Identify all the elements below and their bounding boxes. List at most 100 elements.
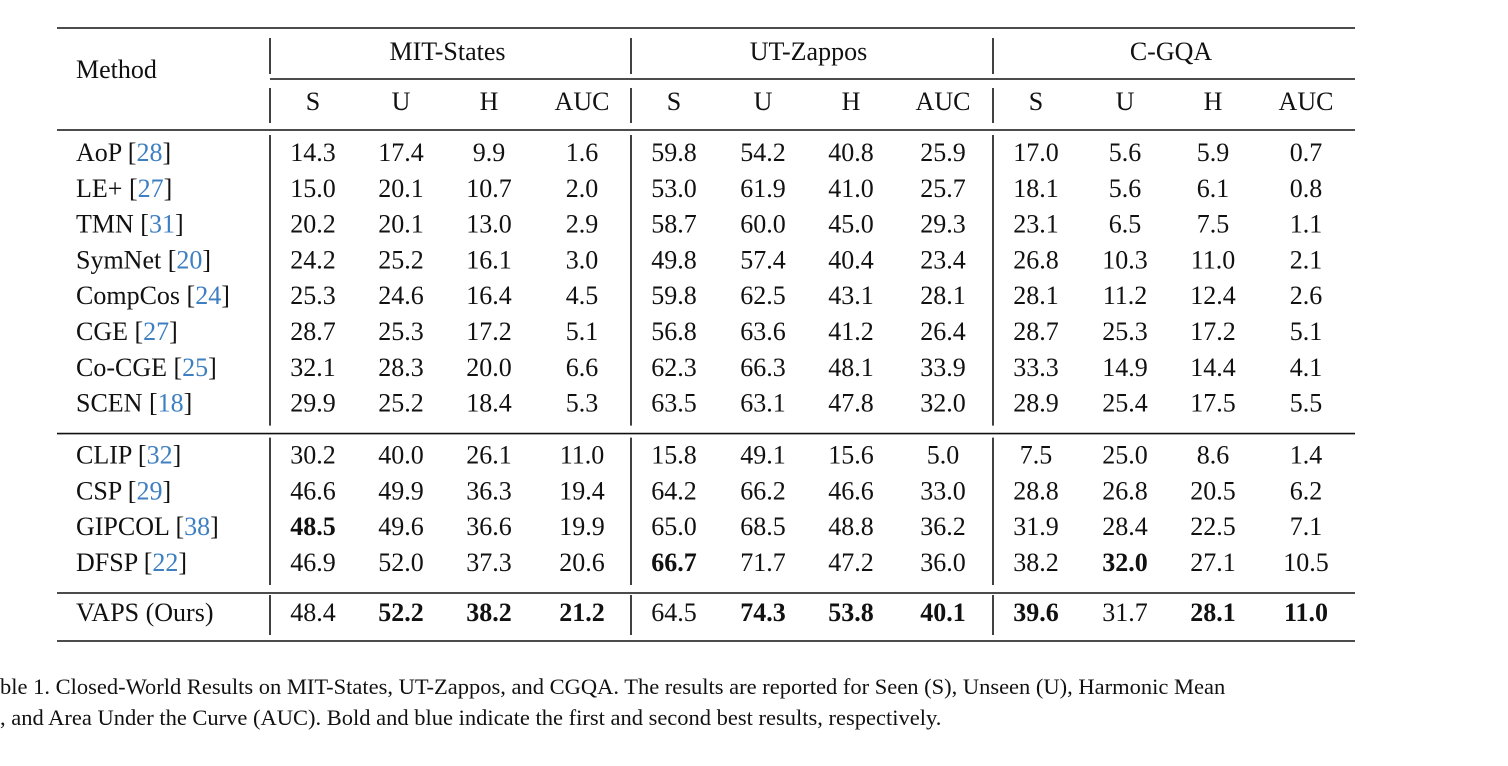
cell-value: 26.8	[1013, 245, 1059, 274]
method-label: CompCos	[76, 281, 180, 310]
cell-value: 2.6	[1290, 281, 1323, 310]
cell-value: 5.1	[566, 317, 599, 346]
cell-value: 12.4	[1190, 281, 1236, 310]
cell-value: 5.1	[1290, 317, 1323, 346]
dataset-header: C-GQA	[1130, 37, 1213, 66]
cell-value: 29.3	[920, 210, 966, 239]
method-name: SCEN [18]	[76, 389, 192, 418]
cell-value: 17.2	[1190, 317, 1236, 346]
cell-value: 20.5	[1190, 476, 1236, 505]
cell-value: 9.9	[473, 138, 506, 167]
method-label: VAPS (Ours)	[76, 598, 214, 627]
cell-value: 74.3	[740, 598, 786, 627]
cell-value: 49.8	[651, 245, 697, 274]
cell-value: 43.1	[828, 281, 874, 310]
cell-value: 63.1	[740, 389, 786, 418]
cell-value: 23.4	[920, 245, 966, 274]
metric-header: S	[667, 87, 681, 116]
metric-header: H	[1204, 87, 1223, 116]
cell-value: 11.0	[1191, 245, 1236, 274]
cell-value: 28.7	[290, 317, 336, 346]
cell-value: 33.9	[920, 353, 966, 382]
cell-value: 40.0	[378, 441, 424, 470]
cell-value: 14.4	[1190, 353, 1236, 382]
metric-header: AUC	[916, 87, 971, 116]
cell-value: 52.0	[378, 548, 424, 577]
cell-value: 53.0	[651, 174, 697, 203]
cell-value: 48.5	[290, 512, 336, 541]
cell-value: 62.3	[651, 353, 697, 382]
method-name: VAPS (Ours)	[76, 598, 214, 627]
citation: [28]	[128, 138, 171, 167]
cell-value: 28.9	[1013, 389, 1059, 418]
cell-value: 66.7	[651, 548, 697, 577]
cell-value: 32.1	[290, 353, 336, 382]
method-name: CGE [27]	[76, 317, 178, 346]
cell-value: 36.2	[920, 512, 966, 541]
cell-value: 62.5	[740, 281, 786, 310]
cell-value: 19.9	[559, 512, 605, 541]
cell-value: 53.8	[828, 598, 874, 627]
cell-value: 6.2	[1290, 476, 1323, 505]
cell-value: 10.5	[1283, 548, 1329, 577]
cell-value: 41.2	[828, 317, 874, 346]
caption-line: ble 1. Closed-World Results on MIT-State…	[0, 674, 1225, 699]
citation: [24]	[187, 281, 230, 310]
cell-value: 26.4	[920, 317, 966, 346]
cell-value: 11.0	[1284, 598, 1328, 627]
cell-value: 64.2	[651, 476, 697, 505]
citation: [32]	[138, 441, 181, 470]
metric-header: U	[754, 87, 773, 116]
cell-value: 66.3	[740, 353, 786, 382]
cell-value: 18.1	[1013, 174, 1059, 203]
cell-value: 41.0	[828, 174, 874, 203]
method-name: GIPCOL [38]	[76, 512, 219, 541]
cell-value: 23.1	[1013, 210, 1059, 239]
cell-value: 20.2	[290, 210, 336, 239]
cell-value: 56.8	[651, 317, 697, 346]
method-name: CompCos [24]	[76, 281, 230, 310]
cell-value: 33.0	[920, 476, 966, 505]
cell-value: 1.6	[566, 138, 599, 167]
cell-value: 28.7	[1013, 317, 1059, 346]
method-name: LE+ [27]	[76, 174, 172, 203]
cell-value: 16.1	[466, 245, 512, 274]
cell-value: 37.3	[466, 548, 512, 577]
cell-value: 40.1	[920, 598, 966, 627]
metric-header: H	[842, 87, 861, 116]
cell-value: 66.2	[740, 476, 786, 505]
cell-value: 5.9	[1197, 138, 1230, 167]
cell-value: 6.6	[566, 353, 599, 382]
cell-value: 25.2	[378, 389, 424, 418]
cell-value: 15.6	[828, 441, 874, 470]
cell-value: 11.2	[1103, 281, 1148, 310]
citation: [20]	[168, 245, 211, 274]
method-label: CGE	[76, 317, 128, 346]
metric-header: S	[1029, 87, 1043, 116]
cell-value: 36.0	[920, 548, 966, 577]
cell-value: 10.7	[466, 174, 512, 203]
cell-value: 33.3	[1013, 353, 1059, 382]
cell-value: 26.1	[466, 441, 512, 470]
cell-value: 3.0	[566, 245, 599, 274]
cell-value: 17.0	[1013, 138, 1059, 167]
cell-value: 45.0	[828, 210, 874, 239]
cell-value: 20.0	[466, 353, 512, 382]
cell-value: 25.3	[378, 317, 424, 346]
cell-value: 29.9	[290, 389, 336, 418]
citation: [29]	[128, 476, 171, 505]
cell-value: 20.1	[378, 210, 424, 239]
cell-value: 8.6	[1197, 441, 1230, 470]
method-label: CSP	[76, 476, 122, 505]
method-name: TMN [31]	[76, 210, 184, 239]
metric-header: S	[306, 87, 320, 116]
cell-value: 25.3	[290, 281, 336, 310]
cell-value: 65.0	[651, 512, 697, 541]
cell-value: 10.3	[1102, 245, 1148, 274]
cell-value: 36.3	[466, 476, 512, 505]
method-name: CSP [29]	[76, 476, 171, 505]
cell-value: 48.1	[828, 353, 874, 382]
cell-value: 14.3	[290, 138, 336, 167]
cell-value: 46.9	[290, 548, 336, 577]
